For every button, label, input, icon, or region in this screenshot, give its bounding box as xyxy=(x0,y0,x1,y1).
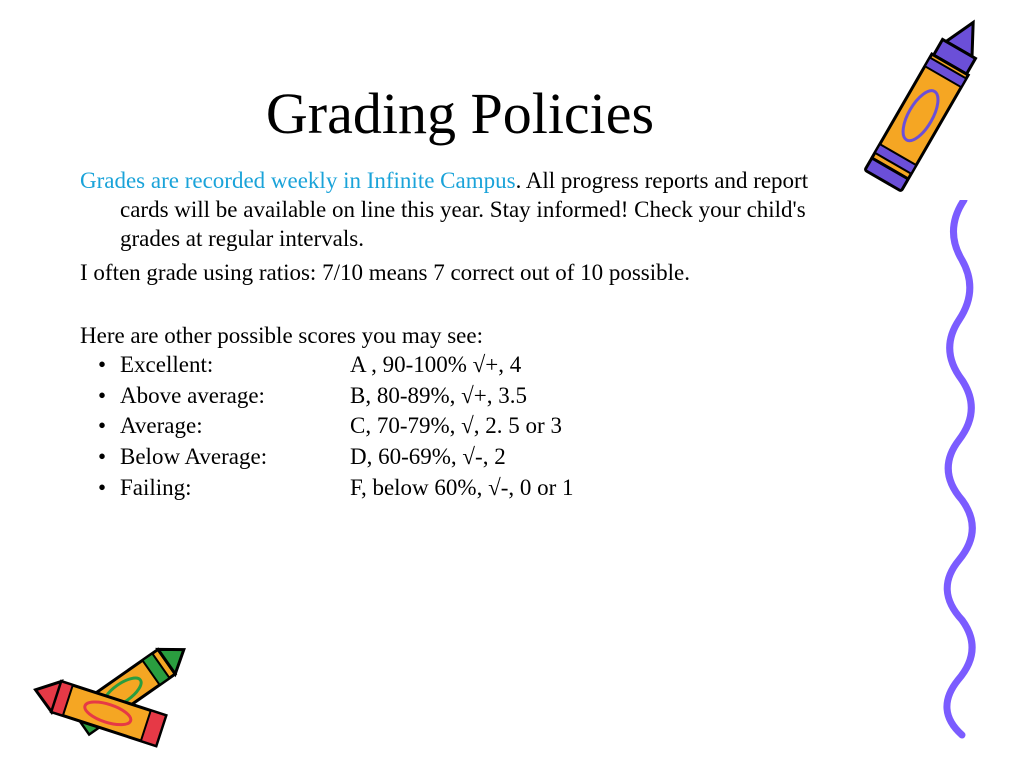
grade-value: A , 90-100% √+, 4 xyxy=(350,351,844,380)
bullet: • xyxy=(98,412,120,441)
page-title: Grading Policies xyxy=(80,0,840,167)
list-item: • Average: C, 70-79%, √, 2. 5 or 3 xyxy=(98,412,844,443)
paragraph-1: Grades are recorded weekly in Infinite C… xyxy=(80,167,844,253)
paragraph-3: Here are other possible scores you may s… xyxy=(80,322,844,351)
grade-value: B, 80-89%, √+, 3.5 xyxy=(350,382,844,411)
grade-label: Below Average: xyxy=(120,443,350,472)
list-item: • Below Average: D, 60-69%, √-, 2 xyxy=(98,443,844,474)
grade-label: Above average: xyxy=(120,382,350,411)
list-item: • Above average: B, 80-89%, √+, 3.5 xyxy=(98,382,844,413)
body-content: Grades are recorded weekly in Infinite C… xyxy=(0,167,1024,505)
list-item: • Failing: F, below 60%, √-, 0 or 1 xyxy=(98,474,844,505)
crayons-crossed-icon xyxy=(20,628,220,758)
list-item: • Excellent: A , 90-100% √+, 4 xyxy=(98,351,844,382)
grade-list: • Excellent: A , 90-100% √+, 4 • Above a… xyxy=(80,351,844,505)
paragraph-2: I often grade using ratios: 7/10 means 7… xyxy=(80,259,844,288)
bullet: • xyxy=(98,443,120,472)
bullet: • xyxy=(98,474,120,503)
grade-label: Excellent: xyxy=(120,351,350,380)
grade-label: Failing: xyxy=(120,474,350,503)
grade-label: Average: xyxy=(120,412,350,441)
grade-value: C, 70-79%, √, 2. 5 or 3 xyxy=(350,412,844,441)
squiggle-line-icon xyxy=(924,200,994,740)
highlight-text: Grades are recorded weekly in Infinite C… xyxy=(80,168,516,193)
bullet: • xyxy=(98,382,120,411)
bullet: • xyxy=(98,351,120,380)
grade-value: D, 60-69%, √-, 2 xyxy=(350,443,844,472)
grade-value: F, below 60%, √-, 0 or 1 xyxy=(350,474,844,503)
crayon-purple-icon xyxy=(854,4,1004,214)
